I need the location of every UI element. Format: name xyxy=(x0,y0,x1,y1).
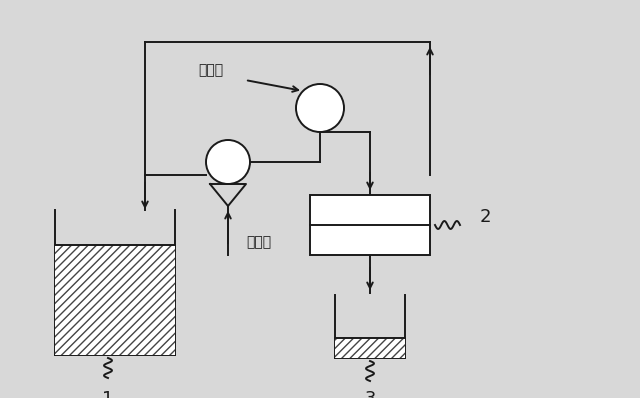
Circle shape xyxy=(296,84,344,132)
Text: 3: 3 xyxy=(364,390,376,398)
Bar xyxy=(335,338,405,358)
Text: P: P xyxy=(314,101,326,115)
Text: 圧力計: 圧力計 xyxy=(198,63,223,77)
Bar xyxy=(310,195,430,255)
Text: ポンプ: ポンプ xyxy=(246,235,271,249)
Circle shape xyxy=(206,140,250,184)
Bar xyxy=(55,245,175,355)
Text: 1: 1 xyxy=(102,390,114,398)
Text: 2: 2 xyxy=(480,208,492,226)
